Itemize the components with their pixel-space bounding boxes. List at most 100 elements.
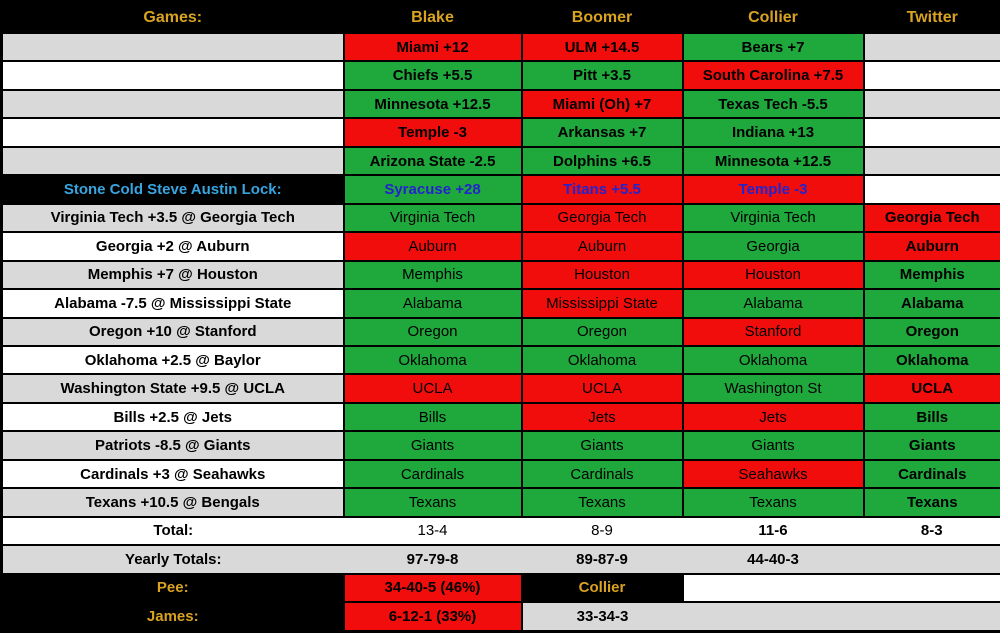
game-label-cell xyxy=(0,145,345,177)
pick-cell-collier: 11-6 xyxy=(682,515,864,547)
pick-cell-boomer: Pitt +3.5 xyxy=(520,60,684,91)
pick-cell-blake: Minnesota +12.5 xyxy=(342,88,523,120)
pick-cell-blake: Oklahoma xyxy=(342,344,523,376)
pick-cell-collier xyxy=(681,572,1000,604)
pick-cell-twitter: Oregon xyxy=(862,316,1000,348)
table-row: Alabama -7.5 @ Mississippi State Alabama M… xyxy=(0,288,1000,319)
pick-cell-collier: Temple -3 xyxy=(681,174,865,205)
table-row: James: 6-12-1 (33%) 33-34-3 xyxy=(0,601,1000,633)
column-header-blake: Blake xyxy=(342,0,523,34)
pick-cell-blake: Memphis xyxy=(342,259,523,291)
pick-cell-boomer: Dolphins +6.5 xyxy=(520,145,684,177)
table-row: Minnesota +12.5 Miami (Oh) +7 Texas Tech -… xyxy=(0,88,1000,120)
game-label-cell: Washington State +9.5 @ UCLA xyxy=(0,373,345,404)
game-label-cell: Cardinals +3 @ Seahawks xyxy=(0,458,345,490)
pick-cell-twitter: Memphis xyxy=(862,259,1000,291)
pick-cell-twitter: 8-3 xyxy=(863,515,1000,547)
pick-cell-collier xyxy=(682,601,1000,633)
pick-cell-blake: Giants xyxy=(342,430,523,461)
pick-cell-boomer: 89-87-9 xyxy=(521,544,683,575)
pick-cell-boomer: UCLA xyxy=(520,373,684,404)
table-row: Stone Cold Steve Austin Lock: Syracuse +2… xyxy=(0,174,1000,205)
pick-cell-boomer: Miami (Oh) +7 xyxy=(520,88,684,120)
pick-cell-blake: Bills xyxy=(342,401,523,433)
pick-cell-collier: 44-40-3 xyxy=(682,544,864,575)
pick-cell-collier: Virginia Tech xyxy=(681,202,865,234)
game-label-cell: Virginia Tech +3.5 @ Georgia Tech xyxy=(0,202,345,234)
table-row: Patriots -8.5 @ Giants Giants Giants Giants… xyxy=(0,430,1000,461)
header-row: Games: Blake Boomer Collier Twitter xyxy=(0,0,1000,34)
pick-cell-collier: Stanford xyxy=(681,316,865,348)
pick-cell-collier: Indiana +13 xyxy=(681,117,865,148)
column-header-games: Games: xyxy=(0,0,345,34)
pick-cell-boomer: Titans +5.5 xyxy=(520,174,684,205)
table-row: Chiefs +5.5 Pitt +3.5 South Carolina +7.5 xyxy=(0,60,1000,91)
table-row: Memphis +7 @ Houston Memphis Houston Housto… xyxy=(0,259,1000,291)
pick-cell-twitter xyxy=(862,145,1000,177)
column-header-collier: Collier xyxy=(681,0,865,34)
pick-cell-boomer: Houston xyxy=(520,259,684,291)
pick-cell-blake: 97-79-8 xyxy=(343,544,522,575)
game-label-cell: Georgia +2 @ Auburn xyxy=(0,231,345,262)
pick-cell-collier: Washington St xyxy=(681,373,865,404)
pick-cell-blake: Cardinals xyxy=(342,458,523,490)
game-label-cell xyxy=(0,60,345,91)
pick-cell-twitter: Oklahoma xyxy=(862,344,1000,376)
pick-cell-collier: South Carolina +7.5 xyxy=(681,60,865,91)
pick-cell-blake: Virginia Tech xyxy=(342,202,523,234)
table-row: Pee: 34-40-5 (46%) Collier xyxy=(0,572,1000,604)
pick-cell-twitter: Georgia Tech xyxy=(862,202,1000,234)
pick-cell-twitter: Bills xyxy=(862,401,1000,433)
table-row: Cardinals +3 @ Seahawks Cardinals Cardinal… xyxy=(0,458,1000,490)
table-row: Virginia Tech +3.5 @ Georgia Tech Virgini… xyxy=(0,202,1000,234)
pick-cell-twitter: Cardinals xyxy=(862,458,1000,490)
table-row: Arizona State -2.5 Dolphins +6.5 Minnesota… xyxy=(0,145,1000,177)
game-label-cell: Total: xyxy=(1,515,344,547)
pick-cell-twitter: Texans xyxy=(862,487,1000,518)
pick-cell-blake: Miami +12 xyxy=(342,31,523,63)
pick-cell-twitter: Auburn xyxy=(862,231,1000,262)
pick-cell-collier: Seahawks xyxy=(681,458,865,490)
game-label-cell: Oregon +10 @ Stanford xyxy=(0,316,345,348)
pick-cell-twitter xyxy=(862,117,1000,148)
table-row: Washington State +9.5 @ UCLA UCLA UCLA Wash… xyxy=(0,373,1000,404)
pick-cell-blake: Syracuse +28 xyxy=(342,174,523,205)
pick-cell-collier: Giants xyxy=(681,430,865,461)
pick-cell-twitter xyxy=(863,544,1000,575)
column-header-boomer: Boomer xyxy=(520,0,684,34)
pick-cell-boomer: Texans xyxy=(520,487,684,518)
game-label-cell xyxy=(0,31,345,63)
pick-cell-boomer: Arkansas +7 xyxy=(520,117,684,148)
table-row: Temple -3 Arkansas +7 Indiana +13 xyxy=(0,117,1000,148)
pick-cell-twitter: UCLA xyxy=(862,373,1000,404)
pick-cell-collier: Texas Tech -5.5 xyxy=(681,88,865,120)
pick-cell-blake: Oregon xyxy=(342,316,523,348)
pick-cell-twitter xyxy=(862,88,1000,120)
pick-cell-collier: Oklahoma xyxy=(681,344,865,376)
table-row: Georgia +2 @ Auburn Auburn Auburn Georgia Au… xyxy=(0,231,1000,262)
pick-cell-blake: UCLA xyxy=(342,373,523,404)
table-row: Miami +12 ULM +14.5 Bears +7 xyxy=(0,31,1000,63)
pick-cell-boomer: Oklahoma xyxy=(520,344,684,376)
pick-cell-blake: Auburn xyxy=(342,231,523,262)
pick-cell-collier: Minnesota +12.5 xyxy=(681,145,865,177)
game-label-cell: Alabama -7.5 @ Mississippi State xyxy=(0,288,345,319)
pick-cell-blake: Chiefs +5.5 xyxy=(342,60,523,91)
game-label-cell: Yearly Totals: xyxy=(1,544,344,575)
pick-cell-twitter: Giants xyxy=(862,430,1000,461)
pick-cell-blake: Alabama xyxy=(342,288,523,319)
pick-cell-twitter xyxy=(862,60,1000,91)
pick-cell-boomer: Mississippi State xyxy=(520,288,684,319)
column-header-twitter: Twitter xyxy=(862,0,1000,34)
table-row: Total: 13-4 8-9 11-6 8-3 xyxy=(1,515,1000,547)
pick-cell-collier: Bears +7 xyxy=(681,31,865,63)
pick-cell-collier: Houston xyxy=(681,259,865,291)
picks-table-body: Miami +12 ULM +14.5 Bears +7 Chiefs +5.5 Pit… xyxy=(0,31,1000,633)
pick-cell-twitter xyxy=(862,174,1000,205)
pick-cell-boomer: Oregon xyxy=(520,316,684,348)
pick-cell-blake: Temple -3 xyxy=(342,117,523,148)
pick-cell-collier: Georgia xyxy=(681,231,865,262)
pick-cell-blake: Texans xyxy=(342,487,523,518)
pick-cell-boomer: Auburn xyxy=(520,231,684,262)
